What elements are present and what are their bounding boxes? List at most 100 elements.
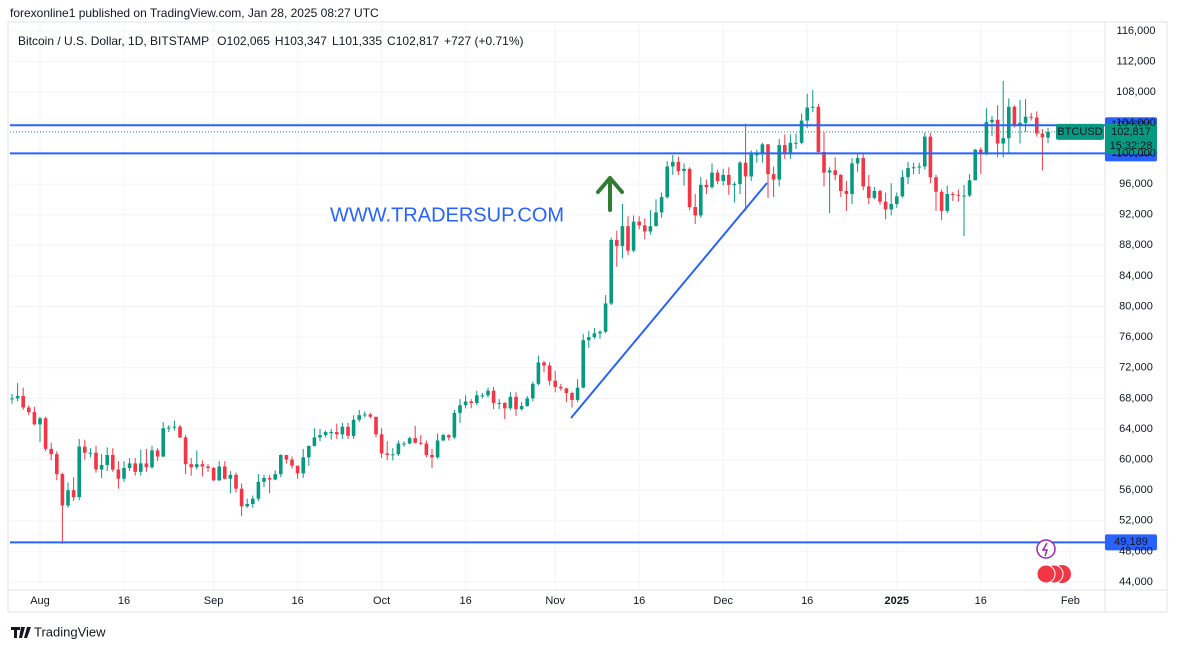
candle-body [788,142,793,154]
x-tick-label: 16 [118,595,130,607]
candle-body [727,174,731,185]
candle-body [223,466,227,479]
candle-body [206,466,210,469]
candle-body [626,226,630,251]
event-icon-glyph [1041,542,1049,557]
candle-body [514,396,518,410]
candle-body [525,398,529,407]
y-tick-label: 64,000 [1119,423,1153,435]
candle-body [189,464,193,468]
candle-body [363,414,367,416]
legend-key: H [275,34,284,48]
economic-event-icon[interactable] [1036,564,1056,584]
candle-body [312,437,317,446]
candle-body [497,402,501,404]
candle-body [575,387,580,400]
candle-body [760,144,765,155]
y-tick-label: 112,000 [1117,56,1156,68]
candle-body [542,362,546,366]
candle-body [211,468,216,481]
candle-body [861,158,865,187]
candle-body [643,225,647,232]
ohlc-legend: O 102,065 H 103,347 L 101,335 C 102,817 +727 (+0… [217,34,523,48]
candle-body [839,174,843,191]
y-tick-label: 84,000 [1119,270,1153,282]
candle-body [301,457,305,474]
candle-body [721,174,725,182]
candle-body [167,427,171,429]
candle-body [603,303,608,332]
candle-body [116,469,121,479]
x-tick-label: 16 [459,595,471,607]
candle-body [687,168,692,208]
candle-body [49,448,53,455]
candle-body [435,440,440,458]
legend-value: 101,335 [339,34,383,48]
y-tick-label: 60,000 [1119,454,1153,466]
x-tick-label: 16 [633,595,645,607]
candle-body [570,393,574,400]
candle-body [889,203,893,210]
candle-body [715,172,720,182]
y-tick-label: 88,000 [1119,239,1153,251]
candle-body [519,406,524,410]
x-tick-label: 16 [291,595,303,607]
candle-body [368,414,373,417]
candle-body [805,107,809,121]
y-tick-label: 80,000 [1119,300,1153,312]
candle-body [32,412,37,425]
candle-body [979,149,983,155]
candle-body [419,442,423,444]
candle-body [284,455,289,460]
symbol-title: Bitcoin / U.S. Dollar, 1D, BITSTAMP [18,34,209,48]
candle-body [771,174,776,180]
candle-body [469,401,473,403]
candle-body [956,194,961,196]
candle-body [631,221,636,251]
candle-body [743,162,748,177]
candle-body [710,172,714,188]
legend-change: +727 (+0.71%) [444,34,523,48]
candle-body [598,331,602,334]
candle-body [822,151,826,173]
candle-body [732,184,737,186]
candle-body [844,190,849,195]
candle-body [402,443,406,445]
candle-body [385,453,389,456]
trend-line [570,182,768,419]
y-tick-label: 44,000 [1119,576,1153,588]
candle-body [699,184,703,216]
candle-body [279,455,283,475]
symbol-label: BTCUSD [1057,126,1102,138]
y-tick-label: 52,000 [1119,515,1153,527]
candle-body [71,490,76,498]
candle-body [1012,106,1017,126]
x-tick-label: Oct [373,595,390,607]
y-tick-label: 108,000 [1116,86,1156,98]
candle-body [480,395,485,397]
event-icon[interactable] [1036,539,1056,559]
candle-body [704,184,709,188]
candle-body [228,474,233,479]
y-tick-label: 104,000 [1116,117,1156,129]
candle-body [200,464,205,467]
candle-body [234,474,238,489]
candle-body [55,454,59,475]
candle-body [973,149,977,181]
candle-body [676,161,681,172]
candle-body [183,437,188,465]
legend-value: 102,817 [396,34,440,48]
candle-body [178,426,182,438]
brand-name[interactable]: TradingView [34,624,106,639]
candle-body [430,455,434,458]
candle-body [536,362,541,384]
candle-body [486,390,490,396]
candle-body [335,432,339,435]
candle-body [150,450,154,468]
candle-body [295,465,300,474]
candle-body [503,402,507,409]
candle-body [615,239,619,247]
candle-body [911,167,916,169]
candle-body [351,419,356,436]
legend-value: 103,347 [284,34,328,48]
